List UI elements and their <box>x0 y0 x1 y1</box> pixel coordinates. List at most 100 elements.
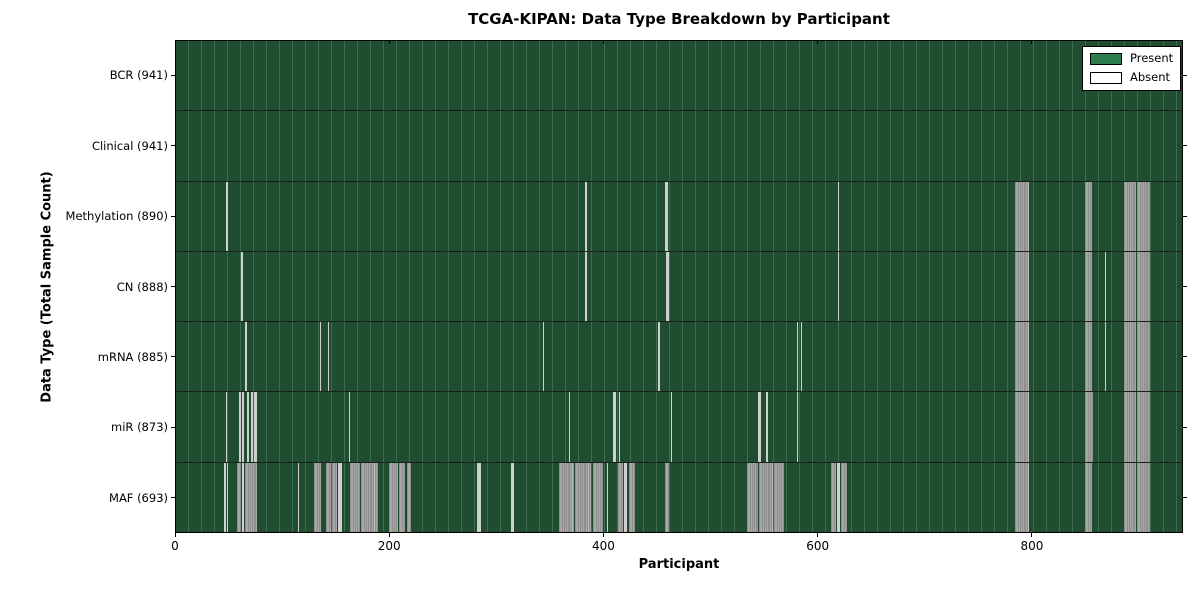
absent-bar <box>1015 181 1030 251</box>
row-methylation <box>176 180 1182 251</box>
absent-bar <box>1084 251 1093 322</box>
absent-bar <box>618 392 620 462</box>
legend-swatch-present <box>1090 52 1122 65</box>
absent-bar <box>254 392 258 462</box>
tick-mark <box>171 497 175 499</box>
absent-bar <box>350 462 360 532</box>
legend-entry-present: Present <box>1090 51 1174 66</box>
absent-bar <box>758 462 773 532</box>
absent-bar <box>406 462 412 532</box>
absent-bar <box>236 462 242 532</box>
tick-mark <box>1031 40 1033 44</box>
absent-bar <box>837 251 839 322</box>
absent-bar <box>349 392 351 462</box>
y-tick-mrna: mRNA (885) <box>97 349 168 364</box>
absent-bar <box>241 251 244 322</box>
legend-entry-absent: Absent <box>1090 69 1173 85</box>
legend-swatch-absent <box>1090 71 1122 84</box>
absent-bar <box>242 462 245 532</box>
absent-bar <box>226 181 229 251</box>
tick-mark <box>388 533 390 537</box>
x-axis-label: Participant <box>638 557 720 572</box>
absent-bar <box>617 462 623 532</box>
absent-bar <box>1105 251 1107 322</box>
absent-bar <box>297 462 299 532</box>
absent-bar <box>1124 181 1137 251</box>
absent-bar <box>332 462 338 532</box>
tick-mark <box>602 40 604 44</box>
tick-mark <box>602 533 604 537</box>
absent-bar <box>797 392 799 462</box>
absent-bar <box>1084 462 1093 532</box>
absent-bar <box>746 462 758 532</box>
tick-mark <box>171 426 175 428</box>
absent-bar <box>242 392 245 462</box>
tick-mark <box>1183 356 1187 358</box>
row-mrna <box>176 321 1182 392</box>
absent-bar <box>388 462 399 532</box>
tick-mark <box>171 74 175 76</box>
tick-mark <box>174 533 176 537</box>
tick-mark <box>171 215 175 217</box>
absent-bar <box>1124 462 1137 532</box>
absent-bar <box>227 462 229 532</box>
tick-mark <box>817 40 819 44</box>
absent-bar <box>1137 251 1150 322</box>
absent-bar <box>585 251 587 322</box>
absent-bar <box>224 462 227 532</box>
absent-bar <box>325 462 331 532</box>
row-mir <box>176 391 1182 462</box>
absent-bar <box>1137 392 1150 462</box>
absent-bar <box>1124 392 1137 462</box>
absent-bar <box>664 462 669 532</box>
absent-bar <box>766 392 769 462</box>
absent-bar <box>629 462 635 532</box>
row-maf <box>176 461 1182 532</box>
absent-bar <box>1137 181 1150 251</box>
y-tick-clinical: Clinical (941) <box>91 138 168 153</box>
absent-bar <box>836 462 840 532</box>
absent-bar <box>840 462 848 532</box>
y-tick-cn: CN (888) <box>116 279 168 294</box>
absent-bar <box>1015 462 1030 532</box>
absent-bar <box>1084 322 1093 392</box>
chart-title: TCGA-KIPAN: Data Type Breakdown by Parti… <box>468 10 890 28</box>
tick-mark <box>1031 533 1033 537</box>
y-tick-bcr: BCR (941) <box>109 68 168 83</box>
absent-bar <box>1137 462 1150 532</box>
absent-bar <box>1124 322 1137 392</box>
absent-bar <box>623 462 628 532</box>
legend-label: Present <box>1130 51 1174 65</box>
absent-bar <box>399 462 405 532</box>
y-tick-maf: MAF (693) <box>109 490 168 505</box>
row-cn <box>176 250 1182 322</box>
absent-bar <box>837 181 839 251</box>
tick-mark <box>1183 74 1187 76</box>
absent-bar <box>245 462 258 532</box>
absent-bar <box>670 392 673 462</box>
absent-bar <box>831 462 836 532</box>
row-bcr <box>176 41 1182 111</box>
absent-bar <box>1105 322 1107 392</box>
tick-mark <box>1183 215 1187 217</box>
absent-bar <box>246 392 249 462</box>
legend: Present Absent <box>1082 46 1181 91</box>
absent-bar <box>320 322 322 392</box>
x-tick-200: 200 <box>377 539 401 553</box>
absent-bar <box>665 251 669 322</box>
x-tick-0: 0 <box>171 539 179 553</box>
tick-mark <box>1183 426 1187 428</box>
absent-bar <box>250 392 253 462</box>
absent-bar <box>592 462 603 532</box>
absent-bar <box>477 462 481 532</box>
absent-bar <box>613 392 617 462</box>
absent-bar <box>226 392 228 462</box>
x-tick-600: 600 <box>806 539 830 553</box>
absent-bar <box>1084 181 1093 251</box>
legend-label: Absent <box>1130 69 1171 84</box>
tick-mark <box>1183 286 1187 287</box>
tick-mark <box>817 533 819 537</box>
absent-bar <box>797 322 799 392</box>
absent-bar <box>245 322 247 392</box>
x-tick-400: 400 <box>592 539 615 553</box>
